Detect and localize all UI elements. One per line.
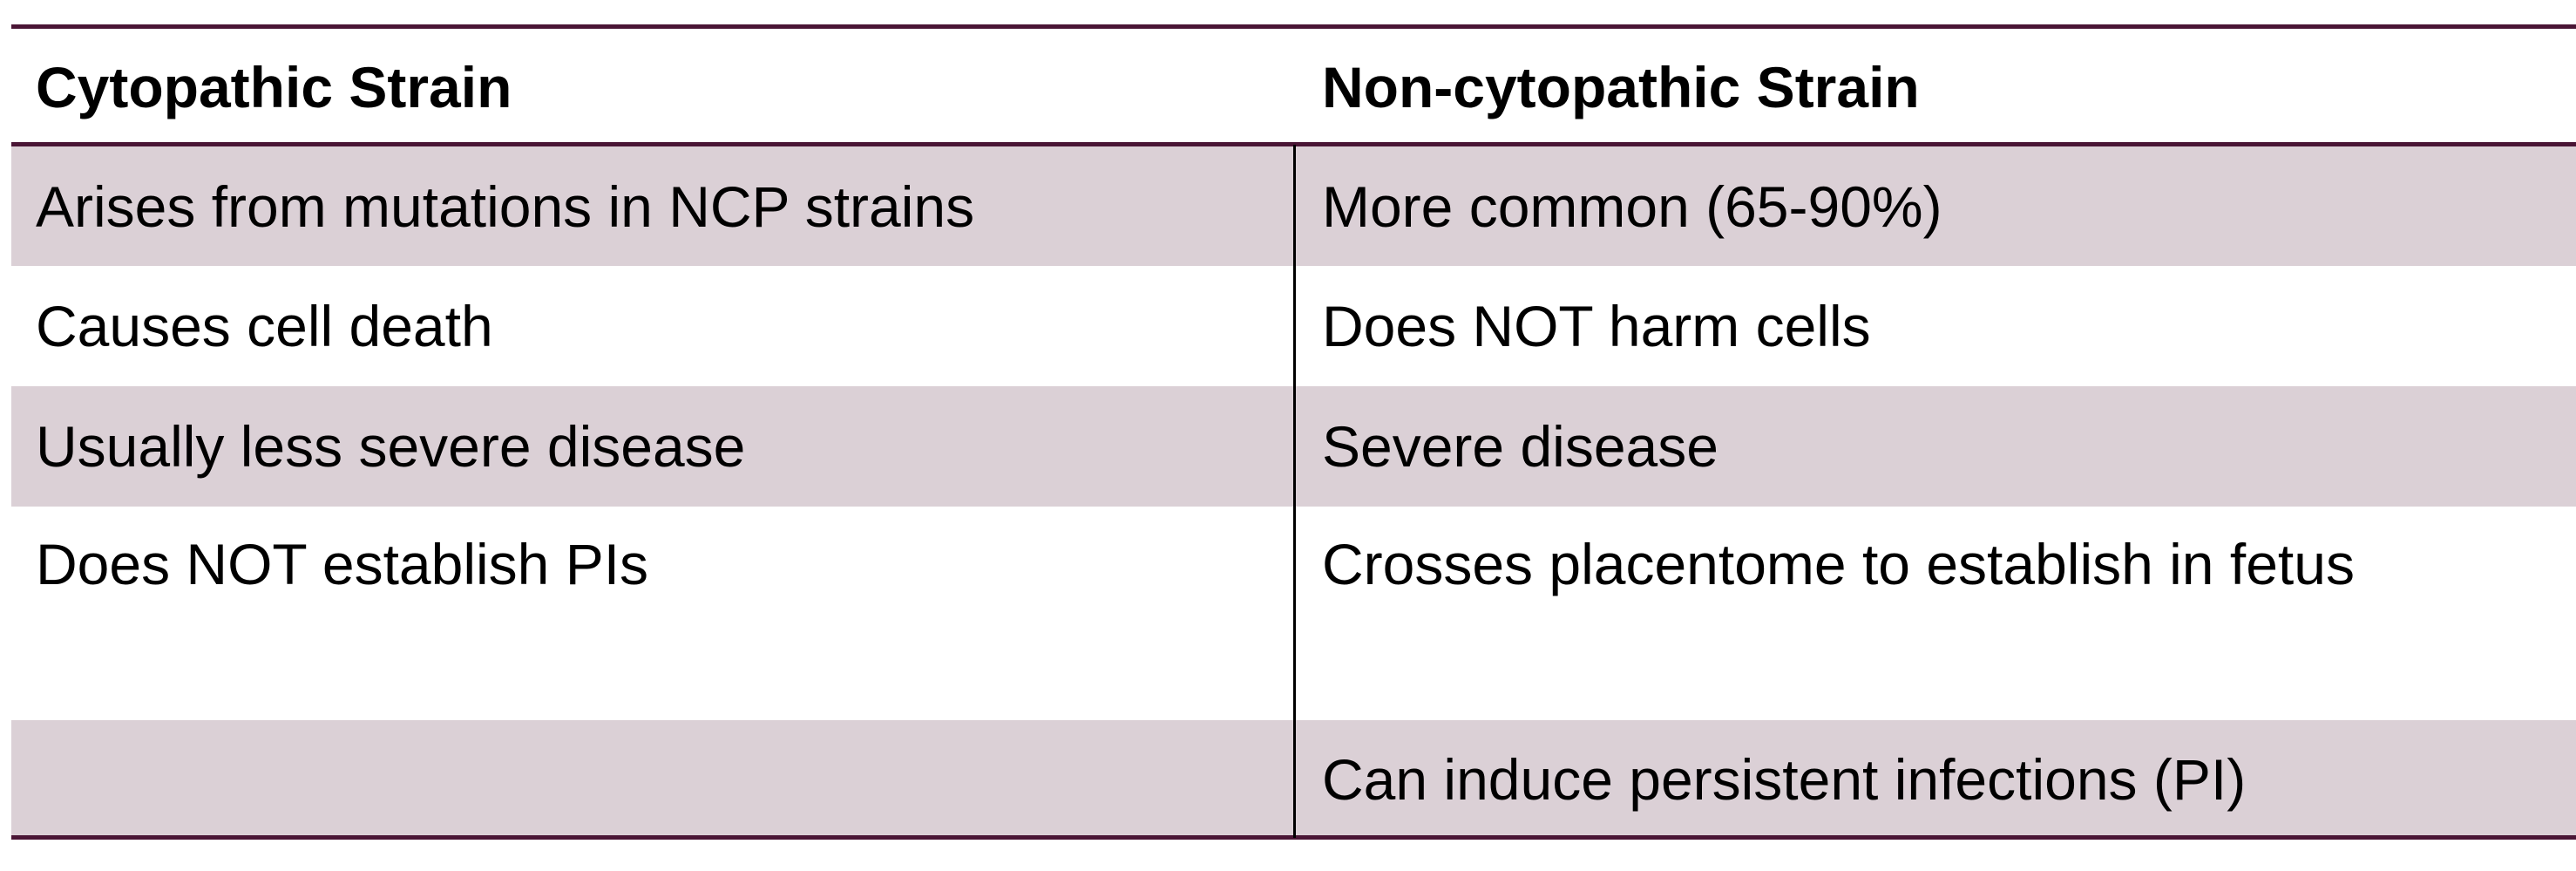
cell: Causes cell death: [36, 294, 493, 358]
top-rule: [11, 24, 2576, 29]
cell: Severe disease: [1322, 414, 1718, 479]
cell: Does NOT harm cells: [1322, 294, 1871, 358]
cell: Arises from mutations in NCP strains: [36, 174, 975, 239]
cell: [11, 720, 1293, 838]
header-rule: [11, 142, 2576, 146]
header-row: Cytopathic Strain Non-cytopathic Strain: [11, 29, 2576, 145]
header-non-cytopathic: Non-cytopathic Strain: [1322, 54, 1920, 119]
cell: Usually less severe disease: [36, 414, 746, 479]
cell: Crosses placentome to establish in fetus: [1322, 532, 2355, 596]
table-row: Causes cell death Does NOT harm cells: [11, 266, 2576, 386]
table-row: Does NOT establish PIs Crosses placentom…: [11, 507, 2576, 720]
header-cytopathic: Cytopathic Strain: [36, 54, 512, 119]
column-divider: [1293, 145, 1296, 838]
cell: Does NOT establish PIs: [36, 532, 649, 596]
cell: More common (65-90%): [1322, 174, 1942, 239]
cell: Can induce persistent infections (PI): [1322, 746, 2247, 812]
